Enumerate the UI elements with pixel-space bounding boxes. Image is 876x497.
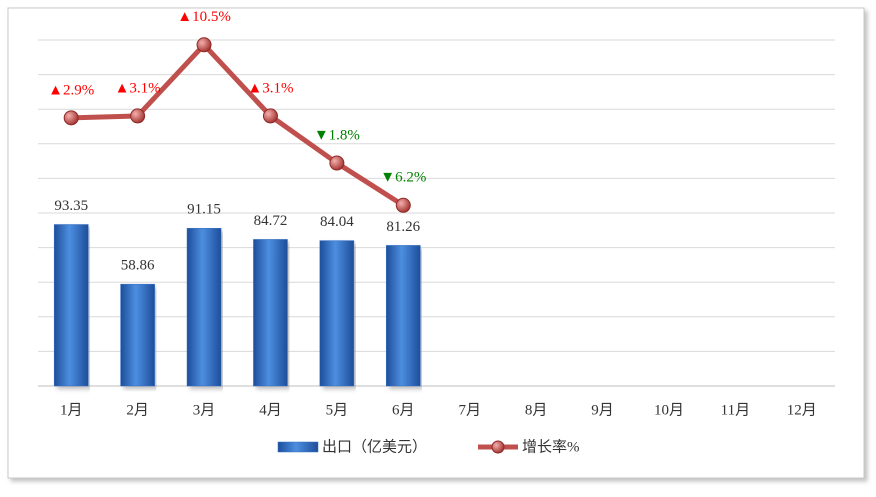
line-marker (63, 110, 79, 126)
bar (186, 228, 222, 387)
line (71, 42, 405, 208)
legend-swatch (277, 441, 319, 453)
x-tick-label: 2月 (126, 402, 149, 418)
data-label: 84.72 (254, 213, 288, 229)
legend-swatch (491, 440, 505, 454)
data-label: 58.86 (121, 258, 155, 274)
bar (253, 239, 288, 387)
x-tick-label: 10月 (654, 402, 684, 418)
legend-label: 出口（亿美元） (322, 438, 427, 455)
line-marker (395, 197, 411, 213)
x-tick-label: 5月 (326, 402, 349, 418)
data-label: ▲2.9% (48, 82, 94, 98)
bar (386, 245, 421, 387)
x-tick-label: 8月 (525, 402, 548, 418)
data-label: ▼1.8% (314, 127, 360, 143)
data-label: 93.35 (54, 198, 88, 214)
x-tick-label: 3月 (193, 402, 216, 418)
bar (319, 240, 355, 387)
data-label: ▲3.1% (115, 80, 161, 96)
line-marker (130, 108, 146, 124)
data-label: 84.04 (320, 214, 354, 230)
bar (53, 224, 89, 387)
x-tick-label: 12月 (787, 402, 817, 418)
x-tick-label: 1月 (60, 402, 83, 418)
line-marker (329, 155, 345, 171)
data-label: ▼6.2% (380, 170, 426, 186)
chart-frame (7, 7, 865, 479)
x-tick-label: 4月 (259, 402, 282, 418)
x-tick-label: 7月 (458, 402, 481, 418)
data-label: 91.15 (187, 202, 221, 218)
x-tick-label: 6月 (392, 402, 415, 418)
legend-label: 增长率% (522, 438, 580, 455)
data-label: ▲3.1% (247, 80, 293, 96)
line-marker (196, 37, 212, 53)
data-label: ▲10.5% (177, 9, 231, 25)
x-tick-label: 9月 (591, 402, 614, 418)
data-label: 81.26 (386, 219, 420, 235)
x-tick-label: 11月 (721, 402, 750, 418)
bar (120, 283, 155, 387)
line-marker (262, 108, 278, 124)
